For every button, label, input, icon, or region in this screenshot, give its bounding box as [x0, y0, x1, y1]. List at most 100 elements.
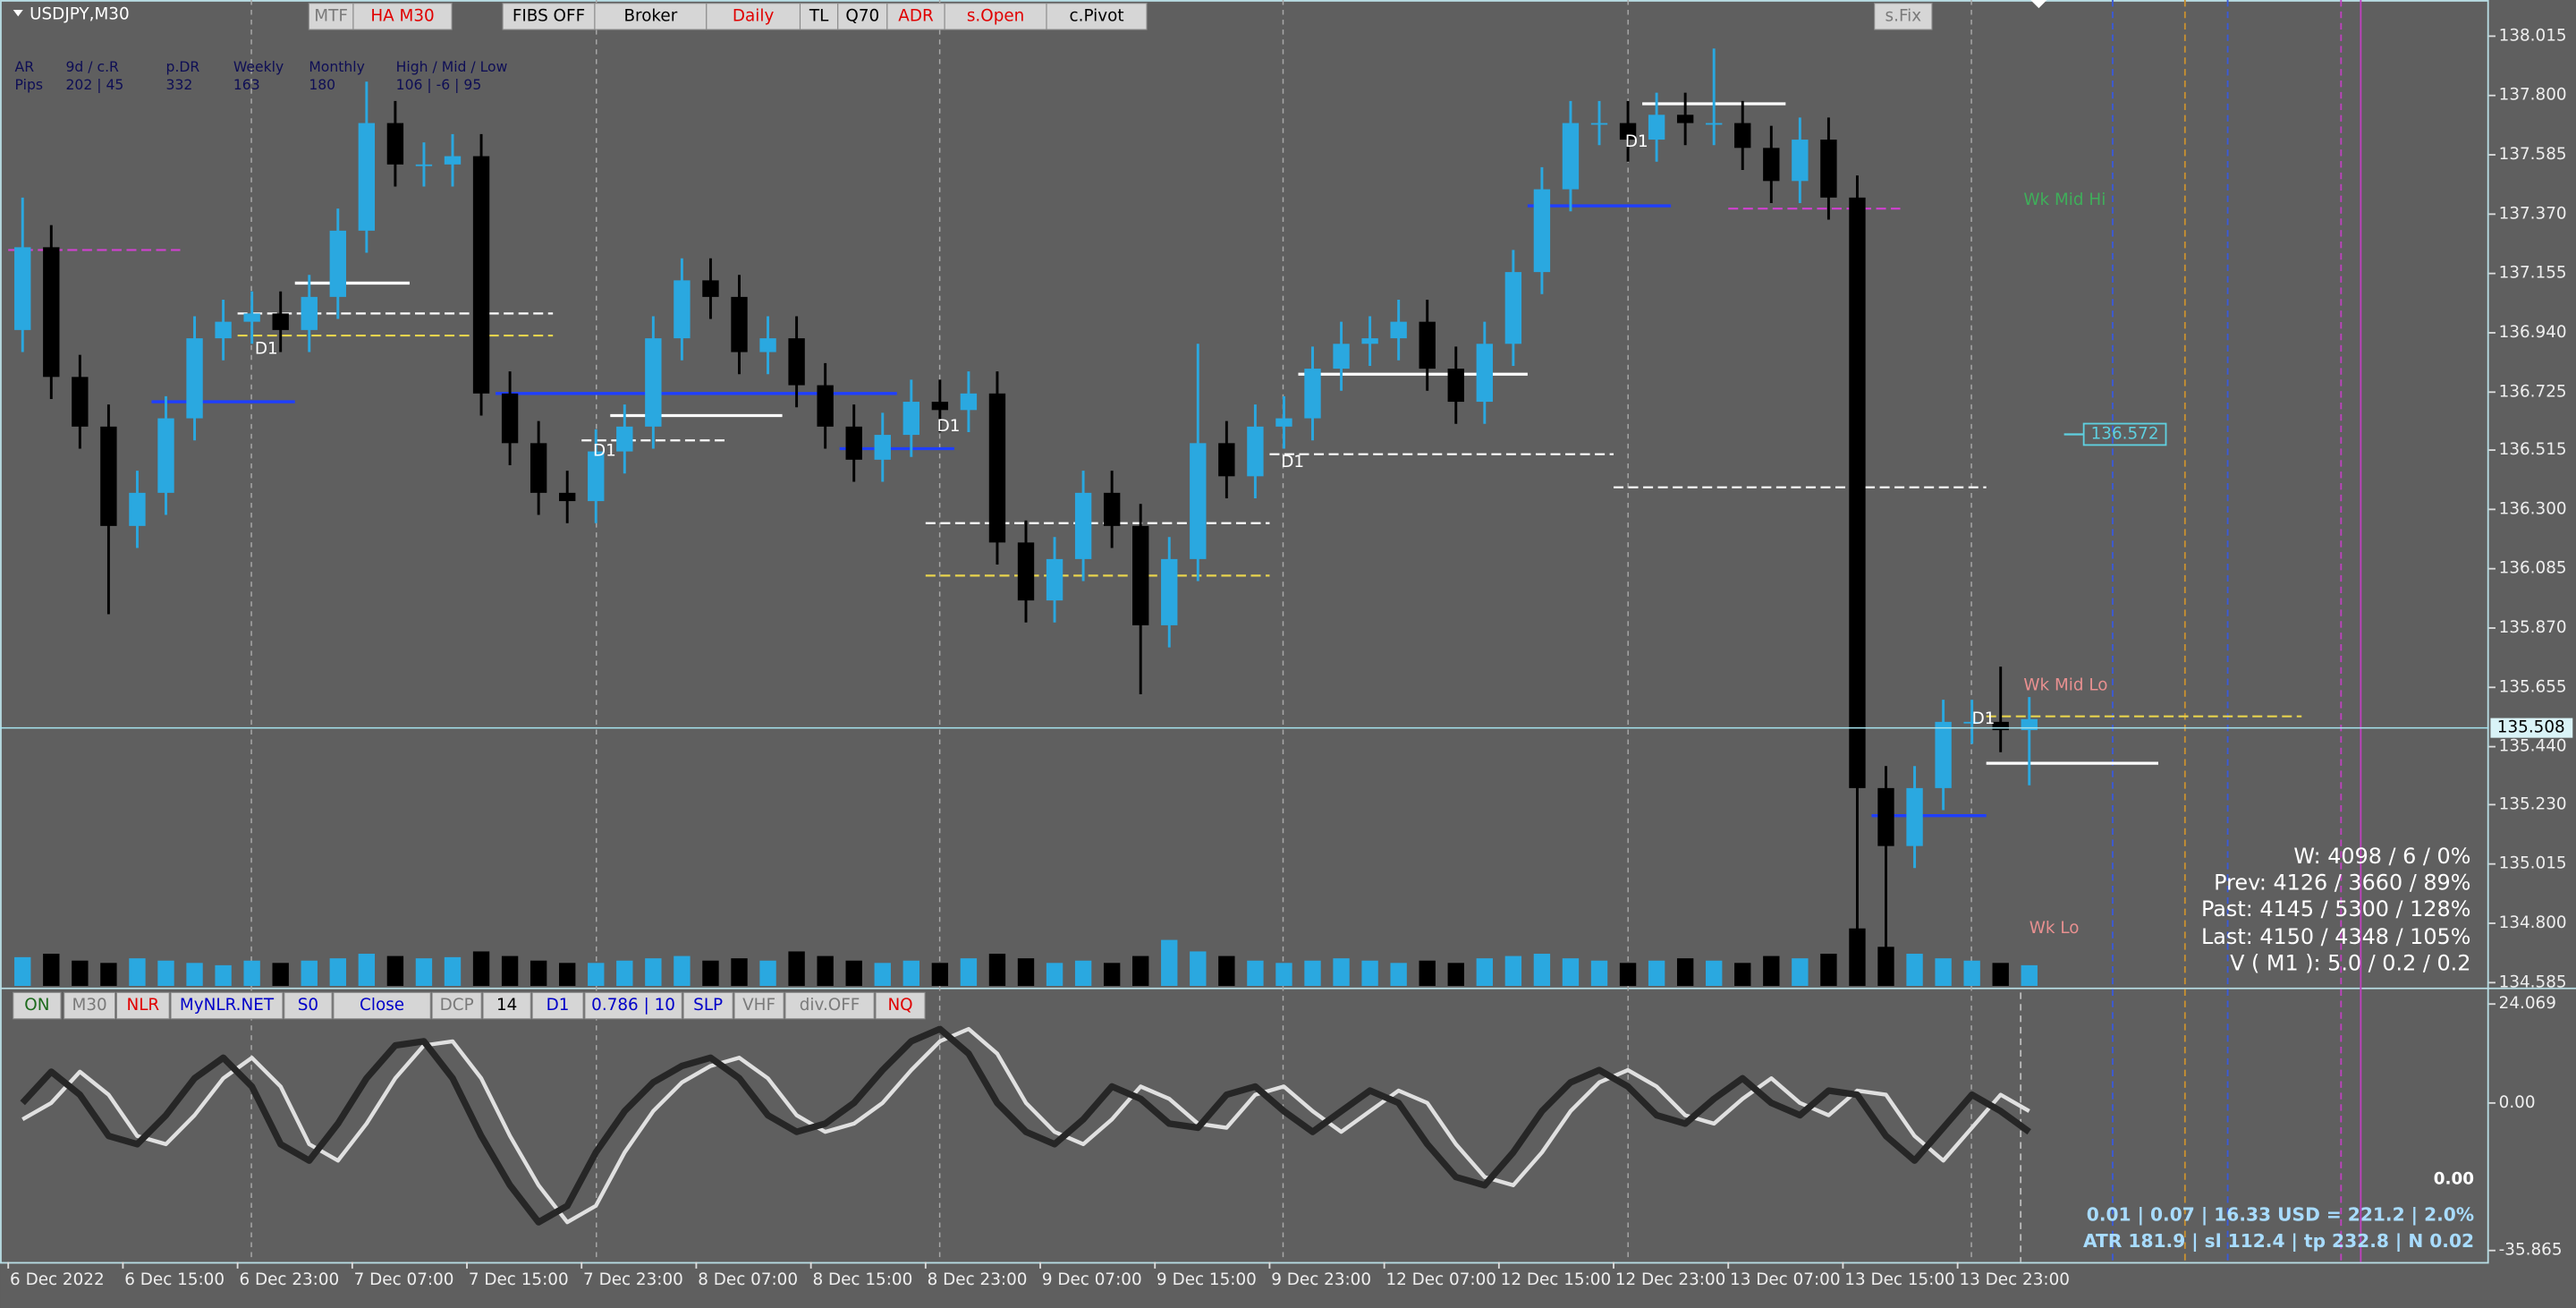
y-tick-label: 24.069 [2499, 994, 2556, 1013]
x-tick-label: 13 Dec 15:00 [1844, 1270, 1954, 1289]
volume-bar [1304, 960, 1321, 987]
x-tick-label: 12 Dec 15:00 [1501, 1270, 1611, 1289]
volume-bar [129, 958, 146, 987]
candle-body [72, 377, 89, 427]
button-label: 0.786 | 10 [591, 996, 675, 1015]
risk-line: ATR 181.9 | sl 112.4 | tp 232.8 | N 0.02 [2083, 1230, 2474, 1252]
volume-bar [559, 963, 576, 987]
button[interactable]: DCP [431, 991, 482, 1020]
volume-bar [1247, 960, 1264, 987]
shift-marker [2030, 0, 2047, 9]
button[interactable]: TL [799, 3, 839, 30]
plot-frame [0, 0, 2489, 1264]
x-tick-label: 6 Dec 2022 [10, 1270, 105, 1289]
y-tick-label: 136.940 [2499, 323, 2567, 342]
button-label: div.OFF [800, 996, 860, 1015]
volume-bar [1906, 954, 1923, 987]
volume-bar [1074, 960, 1092, 987]
x-tick-label: 8 Dec 15:00 [812, 1270, 912, 1289]
volume-bar [960, 958, 978, 987]
button[interactable]: 0.786 | 10 [584, 991, 682, 1020]
y-tick-label: 135.015 [2499, 854, 2567, 873]
volume-bar [1590, 960, 1608, 987]
button-label: Daily [733, 6, 775, 25]
info-cell: 180 [309, 77, 335, 93]
button[interactable]: s.Open [944, 3, 1047, 30]
button[interactable]: FIBS OFF [502, 3, 596, 30]
button[interactable]: Broker [594, 3, 708, 30]
button[interactable]: HA M30 [352, 3, 453, 30]
candle-body [530, 443, 547, 493]
volume-bar [588, 963, 605, 987]
y-tick-label: 0.00 [2499, 1093, 2536, 1112]
marker-box [2082, 422, 2167, 446]
collapse-icon[interactable] [13, 10, 23, 17]
candle-body [501, 393, 519, 444]
x-tick-label: 8 Dec 23:00 [928, 1270, 1028, 1289]
candle-body [1849, 197, 1866, 788]
button[interactable]: ADR [886, 3, 945, 30]
volume-bar [472, 951, 490, 987]
y-tick-label: 136.515 [2499, 440, 2567, 459]
button[interactable]: Close [333, 991, 431, 1020]
y-tick-label: 137.155 [2499, 264, 2567, 283]
button[interactable]: div.OFF [784, 991, 875, 1020]
risk-value: 0.00 [2434, 1170, 2474, 1189]
volume-bar [301, 960, 318, 987]
button[interactable]: D1 [531, 991, 584, 1020]
volume-bar [1533, 954, 1551, 987]
button-label: s.Open [967, 6, 1024, 25]
volume-bar [1792, 958, 1809, 987]
button-label: TL [809, 6, 829, 25]
lower-toolbar: ON M30 NLR MyNLR.NET S0 Close DCP 14 D1 … [13, 991, 926, 1020]
info-header: AR [15, 59, 35, 75]
button[interactable]: VHF [733, 991, 784, 1020]
candle-body [1476, 344, 1493, 403]
info-cell: 332 [166, 77, 193, 93]
button[interactable]: 14 [482, 991, 531, 1020]
info-table: AR 9d / c.R p.DR Weekly Monthly High / M… [15, 59, 508, 93]
candle-body [645, 338, 662, 427]
volume-bar [1447, 963, 1464, 987]
volume-bar [817, 956, 834, 987]
volume-bar [845, 960, 862, 987]
button[interactable]: NQ [875, 991, 926, 1020]
y-tick-label: 135.655 [2499, 677, 2567, 696]
button[interactable]: MyNLR.NET [170, 991, 284, 1020]
button-label: FIBS OFF [513, 6, 585, 25]
volume-bar [1935, 958, 1952, 987]
button[interactable]: SLP [682, 991, 733, 1020]
button[interactable]: ON [13, 991, 62, 1020]
info-cell: 163 [233, 77, 260, 93]
button-label: MyNLR.NET [180, 996, 275, 1015]
y-tick-label: 135.230 [2499, 794, 2567, 813]
button[interactable]: MTF [308, 3, 354, 30]
volume-bar [1218, 956, 1235, 987]
risk-panel: 0.00 0.01 | 0.07 | 16.33 USD = 221.2 | 2… [2083, 1170, 2474, 1252]
button[interactable]: S0 [284, 991, 333, 1020]
candle-body [472, 156, 490, 394]
button[interactable]: s.Fix [1874, 3, 1933, 30]
candle-body [329, 230, 346, 297]
candle-body [100, 426, 117, 526]
y-tick-label: 137.800 [2499, 86, 2567, 105]
button[interactable]: Q70 [837, 3, 888, 30]
candle-body [1676, 115, 1694, 123]
button[interactable]: M30 [64, 991, 116, 1020]
volume-bar [1476, 958, 1493, 987]
candle-body [1046, 558, 1063, 601]
volume-bar [100, 963, 117, 987]
volume-bar [501, 956, 519, 987]
button-label: ADR [898, 6, 934, 25]
button-label: ON [24, 996, 49, 1015]
candle-body [845, 426, 862, 460]
candle-body [301, 296, 318, 330]
x-tick-label: 9 Dec 07:00 [1042, 1270, 1142, 1289]
button[interactable]: c.Pivot [1046, 3, 1148, 30]
candle-body [1275, 418, 1292, 427]
volume-bar [931, 963, 949, 987]
button[interactable]: Daily [706, 3, 801, 30]
button[interactable]: NLR [115, 991, 170, 1020]
